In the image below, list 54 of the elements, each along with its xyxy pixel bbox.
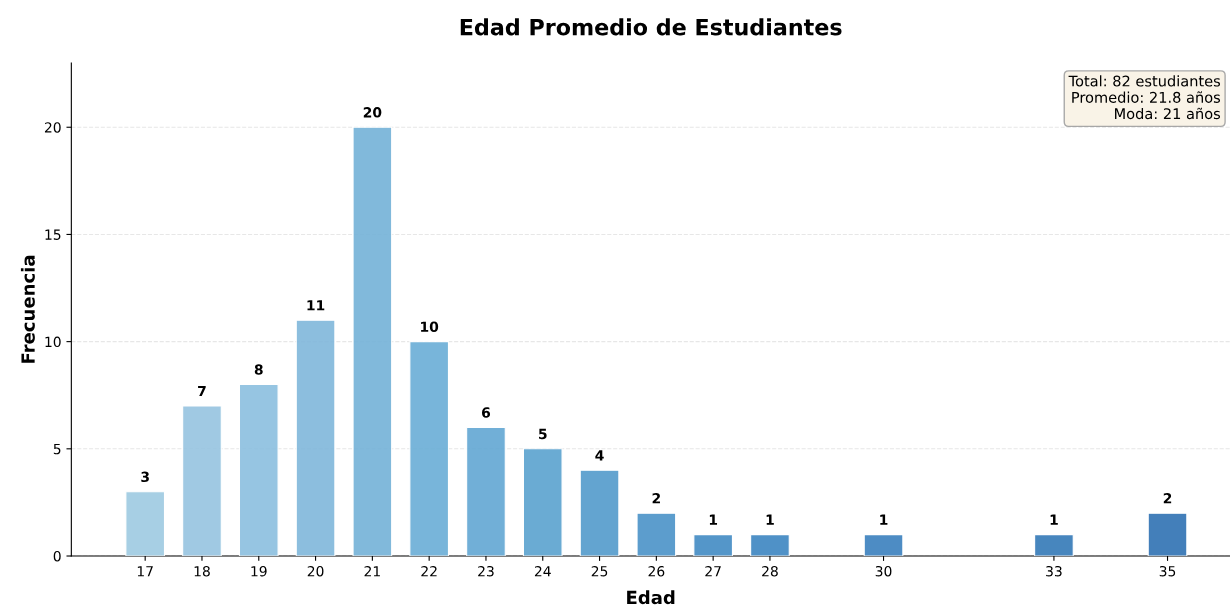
x-tick-label: 23 — [478, 565, 494, 577]
y-tick-label: 20 — [44, 122, 61, 133]
x-tick-label: 19 — [251, 565, 267, 577]
x-tick-label: 35 — [1159, 565, 1176, 577]
y-tick-label: 15 — [45, 229, 61, 240]
data-label: 3 — [141, 471, 149, 483]
bar — [693, 534, 734, 557]
data-label: 10 — [421, 321, 439, 332]
data-label: 4 — [595, 450, 604, 461]
bar — [352, 126, 393, 557]
y-tick-label: 5 — [53, 443, 61, 455]
bar — [295, 319, 336, 557]
data-label: 1 — [709, 514, 718, 525]
data-label: 11 — [307, 300, 325, 311]
x-tick-label: 20 — [307, 565, 324, 577]
bar — [636, 512, 677, 557]
bar — [466, 426, 506, 557]
x-tick-label: 26 — [648, 565, 665, 577]
x-tick-label: 22 — [421, 565, 437, 577]
data-label: 1 — [1050, 514, 1058, 525]
x-tick-label: 24 — [534, 565, 551, 577]
x-tick-label: 33 — [1046, 565, 1062, 577]
x-tick-label: 27 — [705, 565, 721, 577]
bar — [238, 383, 279, 557]
x-tick-label: 18 — [194, 565, 210, 577]
bar — [522, 448, 563, 557]
x-tick-label: 17 — [137, 566, 153, 577]
bar — [409, 341, 450, 557]
data-label: 1 — [766, 514, 774, 525]
bar — [1034, 534, 1074, 557]
bar — [750, 534, 790, 557]
x-tick-label: 25 — [591, 565, 608, 577]
data-label: 1 — [880, 514, 888, 525]
x-tick-label: 28 — [762, 565, 778, 577]
data-label: 2 — [652, 492, 660, 504]
bar — [863, 534, 904, 557]
data-label: 2 — [1163, 492, 1172, 504]
data-label: 7 — [198, 385, 206, 397]
y-tick-label: 10 — [45, 336, 61, 348]
data-label: 6 — [481, 407, 491, 418]
bar — [182, 405, 222, 557]
y-tick-label: 0 — [53, 550, 61, 562]
x-tick-label: 30 — [875, 565, 892, 577]
bar — [579, 469, 620, 557]
annotation: Total: 82 estudiantes Promedio: 21.8 años Moda: 21 años — [1068, 75, 1221, 120]
y-axis-title: Frecuencia — [20, 255, 35, 363]
data-label: 5 — [539, 428, 547, 440]
bar — [125, 491, 166, 557]
x-axis-title: Edad — [627, 590, 675, 605]
data-label: 20 — [363, 107, 382, 118]
chart-title: Edad Promedio de Estudiantes — [460, 18, 842, 36]
x-tick-label: 21 — [364, 565, 380, 577]
data-label: 8 — [254, 364, 263, 375]
bar — [1147, 512, 1188, 557]
